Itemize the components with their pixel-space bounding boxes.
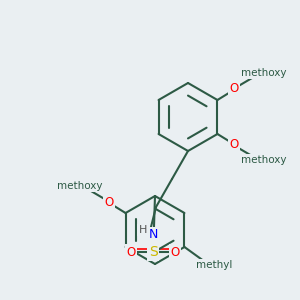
Text: O: O (170, 245, 180, 259)
Text: O: O (230, 82, 239, 95)
Text: H: H (139, 225, 147, 235)
Text: O: O (126, 245, 136, 259)
Text: methoxy: methoxy (57, 181, 102, 191)
Text: methoxy: methoxy (241, 155, 286, 165)
Text: O: O (104, 196, 113, 208)
Text: N: N (148, 229, 158, 242)
Text: methoxy: methoxy (241, 68, 286, 78)
Text: O: O (230, 139, 239, 152)
Text: S: S (148, 245, 158, 259)
Text: methyl: methyl (196, 260, 232, 270)
